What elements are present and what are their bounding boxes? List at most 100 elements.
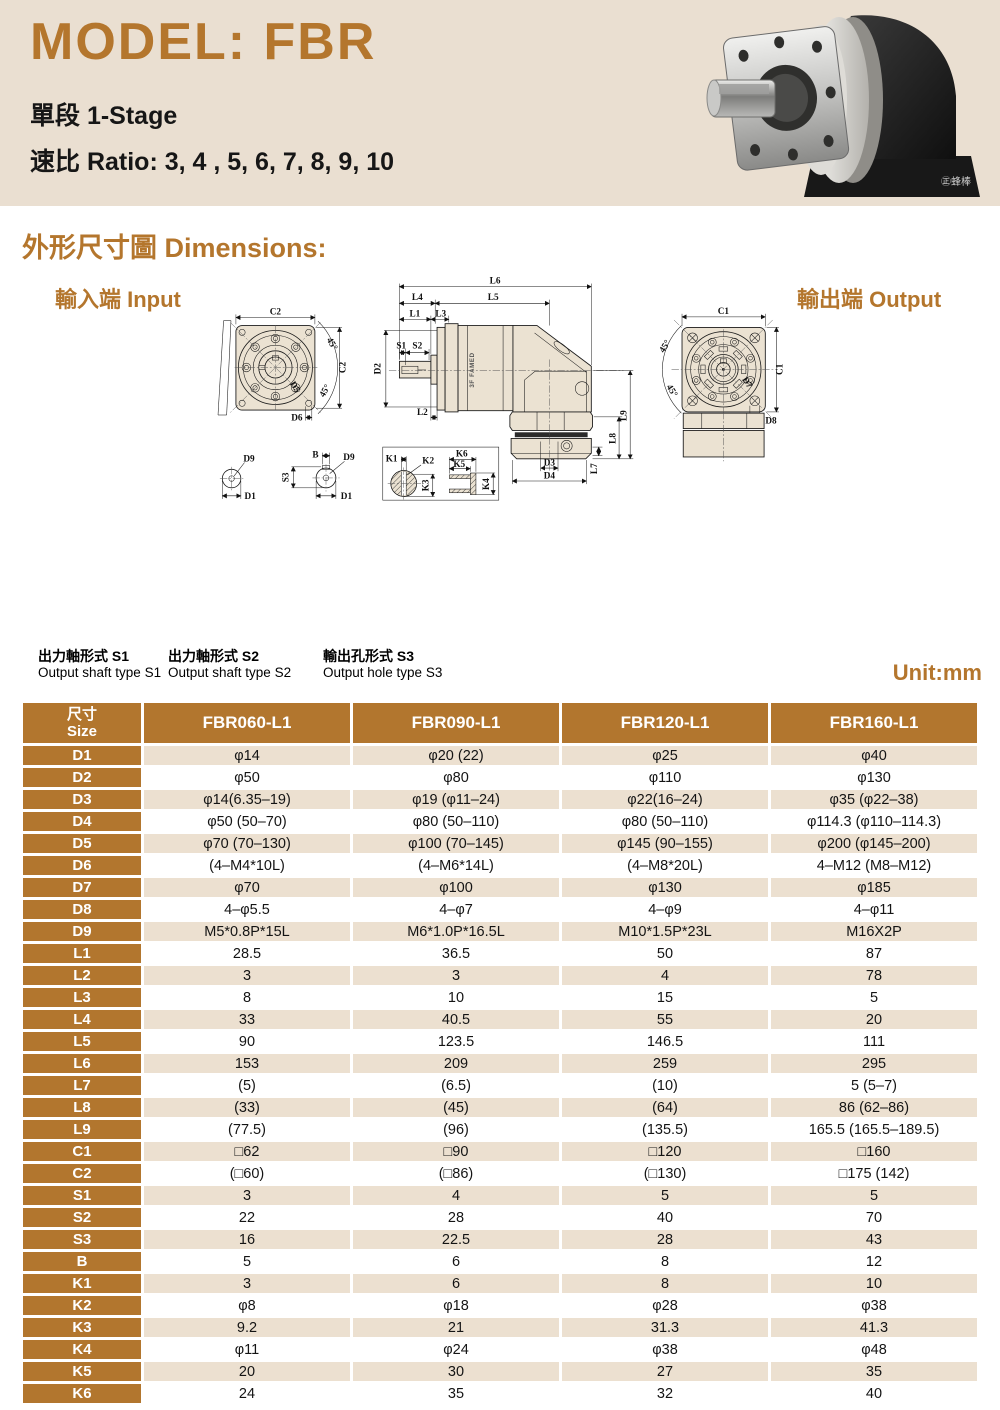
table-row: D8 4–φ5.5 4–φ7 4–φ9 4–φ11 [23, 900, 977, 919]
table-row: L5 90 123.5 146.5 111 [23, 1032, 977, 1051]
cell-value: φ40 [771, 746, 977, 765]
dim-label-l1: L1 [409, 309, 420, 319]
cell-value: 22.5 [353, 1230, 559, 1249]
table-row: C1 □62 □90 □120 □160 [23, 1142, 977, 1161]
row-label: D5 [23, 834, 141, 853]
cell-value: φ48 [771, 1340, 977, 1359]
cell-value: 4 [353, 1186, 559, 1205]
cell-value: 20 [144, 1362, 350, 1381]
dim-label-d1-s1: D1 [245, 492, 257, 502]
cell-value: 50 [562, 944, 768, 963]
cell-value: 9.2 [144, 1318, 350, 1337]
dim-label-l9: L9 [619, 410, 629, 421]
cell-value: 12 [771, 1252, 977, 1271]
row-label: D9 [23, 922, 141, 941]
row-label: S1 [23, 1186, 141, 1205]
table-row: B 5 6 8 12 [23, 1252, 977, 1271]
cell-value: (□86) [353, 1164, 559, 1183]
cell-value: φ19 (φ11–24) [353, 790, 559, 809]
cell-value: 8 [144, 988, 350, 1007]
cell-value: φ114.3 (φ110–114.3) [771, 812, 977, 831]
dim-label-l3: L3 [435, 309, 446, 319]
dim-label-c1-side: C1 [776, 363, 786, 375]
cell-value: (64) [562, 1098, 768, 1117]
ratio-label: 速比 Ratio: 3, 4 , 5, 6, 7, 8, 9, 10 [30, 148, 395, 176]
input-end-label: 輸入端 Input [55, 287, 181, 312]
dim-label-k6: K6 [456, 449, 468, 459]
dim-label-l8: L8 [608, 433, 618, 444]
row-label: L9 [23, 1120, 141, 1139]
cell-value: 10 [771, 1274, 977, 1293]
dim-label-l4: L4 [412, 293, 423, 303]
caption-hole-s3-zh: 輸出孔形式 S3 [323, 648, 415, 664]
dim-label-c2-top: C2 [270, 307, 282, 317]
size-column-header: 尺寸 Size [23, 703, 141, 743]
cell-value: (45) [353, 1098, 559, 1117]
cell-value: φ14 [144, 746, 350, 765]
row-label: L2 [23, 966, 141, 985]
dim-label-d9-s1: D9 [243, 454, 255, 464]
cell-value: 259 [562, 1054, 768, 1073]
dim-label-k4: K4 [482, 478, 492, 490]
product-photo: ㊣蜂棒 [706, 15, 980, 197]
cell-value: φ100 [353, 878, 559, 897]
cell-value: (5) [144, 1076, 350, 1095]
cell-value: 41.3 [771, 1318, 977, 1337]
cell-value: φ35 (φ22–38) [771, 790, 977, 809]
table-row: S2 22 28 40 70 [23, 1208, 977, 1227]
cell-value: 86 (62–86) [771, 1098, 977, 1117]
dim-label-k2: K2 [422, 457, 434, 467]
row-label: B [23, 1252, 141, 1271]
caption-shaft-s2: 出力軸形式 S2 Output shaft type S2 [168, 648, 291, 681]
cell-value: φ38 [562, 1340, 768, 1359]
caption-hole-s3: 輸出孔形式 S3 Output hole type S3 [323, 648, 442, 681]
cell-value: φ80 [353, 768, 559, 787]
dim-label-d8: D8 [765, 417, 777, 427]
table-row: L8 (33) (45) (64) 86 (62–86) [23, 1098, 977, 1117]
dim-label-b: B [312, 451, 318, 461]
cell-value: φ8 [144, 1296, 350, 1315]
cell-value: M16X2P [771, 922, 977, 941]
cell-value: 40 [562, 1208, 768, 1227]
dim-label-d4: D4 [544, 472, 556, 482]
caption-shaft-s1-zh: 出力軸形式 S1 [38, 648, 130, 664]
cell-value: φ25 [562, 746, 768, 765]
row-label: L8 [23, 1098, 141, 1117]
row-label: L7 [23, 1076, 141, 1095]
cell-value: 123.5 [353, 1032, 559, 1051]
cell-value: φ145 (90–155) [562, 834, 768, 853]
size-header-zh: 尺寸 [66, 705, 97, 723]
column-header-fbr090: FBR090-L1 [353, 703, 559, 743]
output-end-label: 輸出端 Output [797, 287, 942, 312]
cell-value: 40.5 [353, 1010, 559, 1029]
cell-value: φ130 [562, 878, 768, 897]
dim-label-k3: K3 [421, 479, 431, 491]
cell-value: φ110 [562, 768, 768, 787]
cell-value: 43 [771, 1230, 977, 1249]
cell-value: (6.5) [353, 1076, 559, 1095]
cell-value: M6*1.0P*16.5L [353, 922, 559, 941]
table-row: L7 (5) (6.5) (10) 5 (5–7) [23, 1076, 977, 1095]
row-label: L5 [23, 1032, 141, 1051]
cell-value: 3 [144, 966, 350, 985]
table-row: D9 M5*0.8P*15L M6*1.0P*16.5L M10*1.5P*23L M1… [23, 922, 977, 941]
dim-label-d3: D3 [544, 459, 556, 469]
cell-value: 87 [771, 944, 977, 963]
table-row: L9 (77.5) (96) (135.5) 165.5 (165.5–189.5) [23, 1120, 977, 1139]
table-row: L3 8 10 15 5 [23, 988, 977, 1007]
cell-value: 28 [562, 1230, 768, 1249]
cell-value: 70 [771, 1208, 977, 1227]
cell-value: 33 [144, 1010, 350, 1029]
cell-value: 209 [353, 1054, 559, 1073]
cell-value: φ70 (70–130) [144, 834, 350, 853]
table-row: S1 3 4 5 5 [23, 1186, 977, 1205]
shaft-type-s2-drawing: B S3 D9 D1 [281, 451, 355, 502]
cell-value: 28 [353, 1208, 559, 1227]
cell-value: φ22(16–24) [562, 790, 768, 809]
table-row: L4 33 40.5 55 20 [23, 1010, 977, 1029]
cell-value: 55 [562, 1010, 768, 1029]
brand-logo-text: 3F FAMED [469, 352, 476, 387]
cell-value: □175 (142) [771, 1164, 977, 1183]
dim-label-s1: S1 [396, 341, 406, 351]
